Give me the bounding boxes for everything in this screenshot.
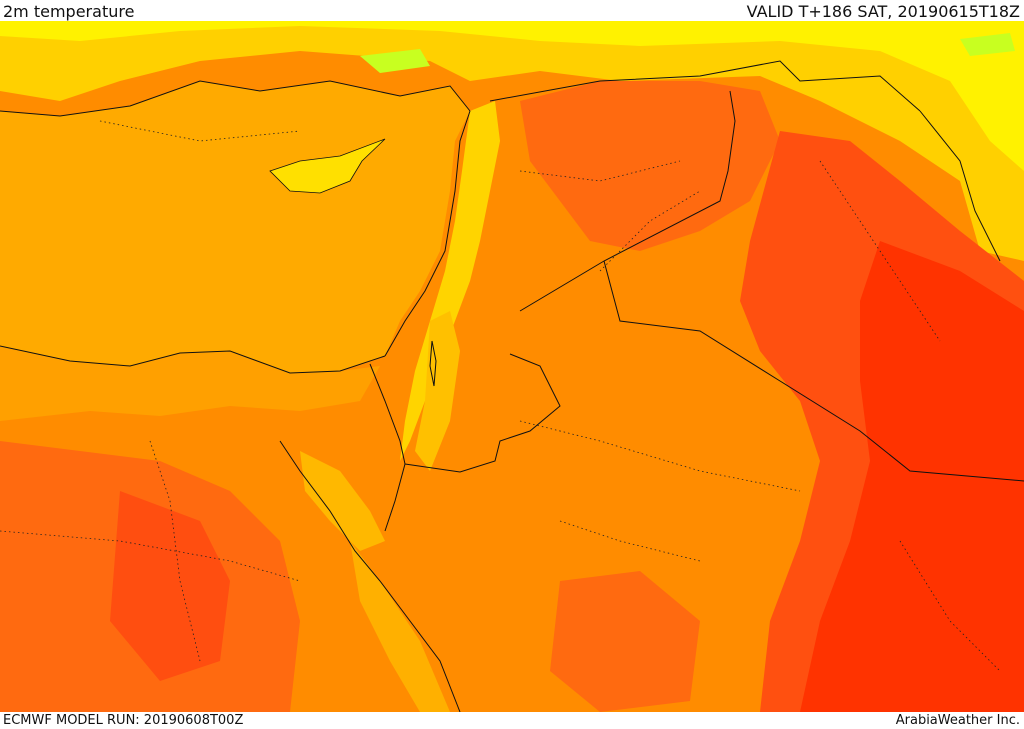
valid-time-label: VALID T+186 SAT, 20190615T18Z [746, 2, 1020, 21]
credit-label: ArabiaWeather Inc. [895, 713, 1020, 728]
province-line-6 [819, 160, 941, 342]
temperature-map[interactable] [0, 21, 1024, 712]
map-canvas [0, 21, 1024, 712]
egypt-hottest-patch [110, 491, 230, 681]
province-line-3 [519, 420, 801, 492]
model-run-label: ECMWF MODEL RUN: 20190608T00Z [3, 713, 244, 728]
province-lines [0, 120, 1001, 672]
footer-bar: ECMWF MODEL RUN: 20190608T00Z ArabiaWeat… [0, 712, 1024, 729]
coastline-gulf-of-aqaba [384, 463, 406, 532]
levant-coastal-strip [400, 101, 500, 461]
province-line-5 [599, 190, 701, 272]
egypt-north-coast [0, 346, 380, 421]
red-sea-coast-yellow [350, 541, 450, 712]
coastline-levant [384, 110, 471, 357]
iraq-hottest-zone [800, 241, 1024, 712]
field-title: 2m temperature [3, 2, 135, 21]
border-iran-iraq [919, 110, 1001, 262]
sinai-yellow [300, 451, 385, 551]
coastline-gulf-of-suez [279, 440, 461, 712]
syria-hot-zone [520, 81, 780, 251]
border-lines [0, 60, 1024, 712]
coastline-egypt [0, 345, 386, 374]
province-line-8 [519, 160, 681, 182]
dead-sea [429, 340, 437, 387]
jordan-valley-yellow [415, 311, 460, 471]
cyprus [269, 138, 386, 194]
province-line-4 [559, 520, 701, 562]
border-turkey-syria [489, 60, 921, 112]
border-jordan-saudi [404, 353, 561, 473]
header-bar: 2m temperature VALID T+186 SAT, 20190615… [0, 0, 1024, 21]
border-egypt-israel [369, 363, 406, 465]
province-line-2 [149, 440, 201, 662]
green-patch-east [960, 33, 1015, 56]
green-patch [360, 49, 430, 73]
saudi-hot-patch [550, 571, 700, 712]
north-bright-yellow [0, 21, 1024, 171]
border-syria-iraq [519, 90, 736, 312]
province-line-1 [0, 530, 301, 582]
coastline-north [0, 80, 471, 117]
border-iraq-saudi [603, 260, 1024, 482]
